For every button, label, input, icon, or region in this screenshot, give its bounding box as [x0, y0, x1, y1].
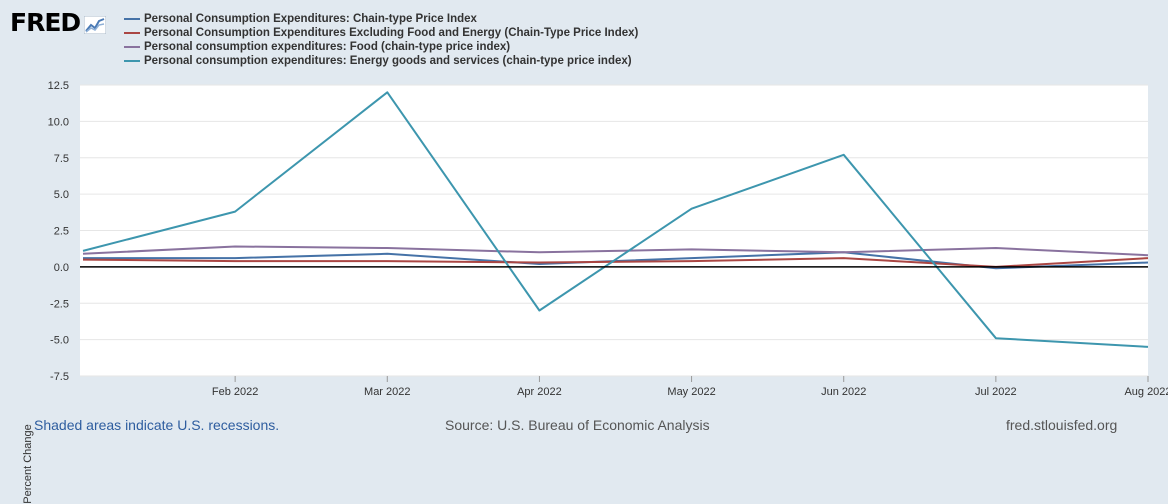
- x-tick-label: May 2022: [667, 386, 715, 398]
- legend-swatch: [124, 60, 140, 62]
- legend-label: Personal Consumption Expenditures: Chain…: [144, 13, 477, 25]
- x-tick-label: Apr 2022: [517, 386, 562, 398]
- gridlines: [80, 84, 1148, 377]
- legend-swatch: [124, 18, 140, 20]
- fred-logo-text: FRED: [10, 8, 81, 37]
- y-tick-label: 5.0: [54, 189, 69, 201]
- legend-item-food[interactable]: Personal consumption expenditures: Food …: [124, 40, 638, 54]
- series-line-1: [82, 257, 1149, 268]
- y-tick-label: 2.5: [54, 226, 69, 238]
- y-tick-label: -5.0: [50, 335, 69, 347]
- y-tick-label: 10.0: [48, 116, 69, 128]
- x-tick-label: Aug 2022: [1124, 386, 1168, 398]
- x-tick-label: Feb 2022: [212, 386, 258, 398]
- x-axis-ticks: Feb 2022 Mar 2022 Apr 2022 May 2022 Jun 2022…: [212, 376, 1168, 398]
- line-chart: 12.5 10.0 7.5 5.0 2.5 0.0 -2.5 -5.0 -7.5 Feb 202…: [48, 80, 1168, 398]
- series-line-3: [82, 91, 1149, 348]
- source-note: Source: U.S. Bureau of Economic Analysis: [445, 417, 710, 433]
- legend-label: Personal Consumption Expenditures Exclud…: [144, 27, 639, 39]
- recession-note[interactable]: Shaded areas indicate U.S. recessions.: [34, 417, 280, 433]
- legend-swatch: [124, 32, 140, 34]
- y-tick-label: -2.5: [50, 298, 69, 310]
- y-tick-label: -7.5: [50, 371, 69, 383]
- y-axis-ticks: 12.5 10.0 7.5 5.0 2.5 0.0 -2.5 -5.0 -7.5: [48, 80, 69, 383]
- series-line-2: [82, 245, 1149, 257]
- x-tick-label: Jun 2022: [821, 386, 866, 398]
- series-lines: [80, 91, 1149, 348]
- chart-legend: Personal Consumption Expenditures: Chain…: [124, 12, 638, 68]
- legend-item-pce[interactable]: Personal Consumption Expenditures: Chain…: [124, 12, 638, 26]
- y-tick-label: 7.5: [54, 153, 69, 165]
- legend-swatch: [124, 46, 140, 48]
- legend-item-core-pce[interactable]: Personal Consumption Expenditures Exclud…: [124, 26, 638, 40]
- legend-label: Personal consumption expenditures: Food …: [144, 41, 511, 53]
- x-tick-label: Mar 2022: [364, 386, 410, 398]
- y-tick-label: 12.5: [48, 80, 69, 92]
- legend-item-energy[interactable]: Personal consumption expenditures: Energ…: [124, 54, 638, 68]
- site-link[interactable]: fred.stlouisfed.org: [1006, 417, 1118, 433]
- legend-label: Personal consumption expenditures: Energ…: [144, 55, 632, 67]
- y-tick-label: 0.0: [54, 262, 69, 274]
- x-tick-label: Jul 2022: [975, 386, 1017, 398]
